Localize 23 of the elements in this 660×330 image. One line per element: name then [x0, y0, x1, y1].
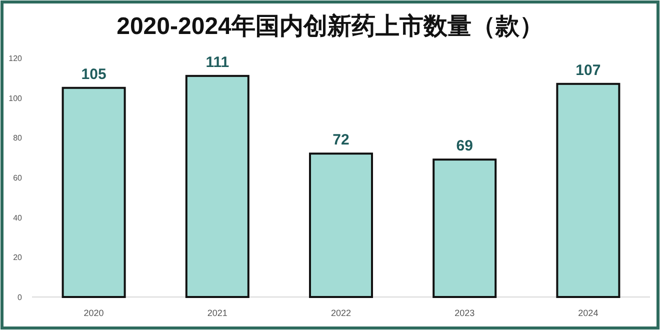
data-label: 105: [81, 66, 106, 83]
x-tick-label: 2023: [454, 308, 475, 318]
y-tick-label: 60: [13, 174, 23, 182]
bar: [309, 152, 373, 298]
y-tick-label: 100: [8, 94, 23, 103]
x-tick-label: 2024: [578, 308, 598, 318]
bar: [556, 82, 620, 298]
y-tick-label: 80: [13, 134, 23, 143]
bar: [62, 86, 126, 298]
bar: [185, 74, 250, 298]
y-tick-label: 20: [13, 253, 23, 262]
x-tick-label: 2021: [207, 308, 228, 318]
bar: [432, 158, 497, 298]
y-tick-label: 0: [18, 293, 23, 302]
data-label: 72: [332, 132, 350, 149]
x-tick-label: 2020: [84, 308, 104, 318]
data-label: 111: [206, 54, 230, 71]
chart-title: 2020-2024年国内创新药上市数量（款）: [116, 13, 544, 40]
x-tick-label: 2022: [330, 308, 352, 318]
data-label: 107: [576, 62, 601, 79]
y-tick-label: 120: [8, 54, 23, 63]
y-tick-label: 40: [13, 213, 23, 222]
data-label: 69: [456, 138, 473, 155]
